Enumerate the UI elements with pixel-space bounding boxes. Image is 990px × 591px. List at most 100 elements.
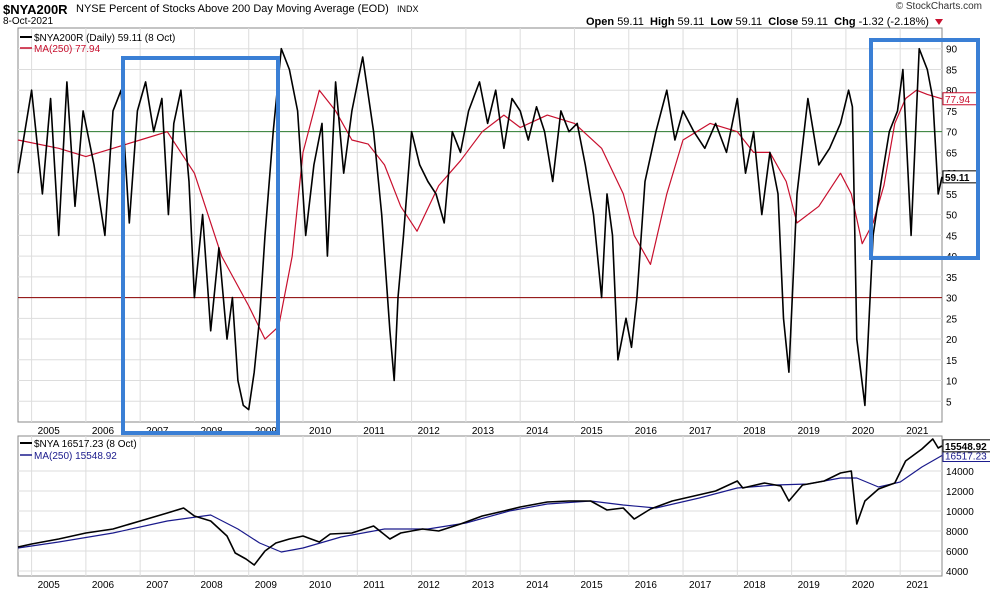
x-tick-label: 2005	[38, 426, 61, 437]
y-tick-label: 8000	[946, 527, 969, 538]
x-tick-label: 2013	[472, 426, 495, 437]
x-tick-label: 2007	[146, 426, 169, 437]
y-tick-label: 50	[946, 211, 958, 222]
legend-nya-ma-label: MA(250) 15548.92	[34, 451, 117, 462]
y-tick-label: 60	[946, 169, 958, 180]
x-tick-label: 2017	[689, 580, 712, 591]
y-tick-label: 40	[946, 252, 958, 263]
x-tick-label: 2010	[309, 426, 332, 437]
y-tick-label: 6000	[946, 547, 969, 558]
y-tick-label: 75	[946, 107, 958, 118]
low-value: 59.11	[735, 16, 763, 28]
panel-frame	[17, 435, 943, 577]
y-tick-label: 65	[946, 148, 958, 159]
bottom-panel: 4000 6000 8000 10000 12000 14000 2005 2006 2007 2…	[17, 435, 990, 591]
series-line-ma	[17, 89, 943, 340]
legend-ma-label: MA(250) 77.94	[34, 44, 101, 55]
y-tick-label: 10000	[946, 507, 974, 518]
x-tick-label: 2018	[743, 426, 766, 437]
x-tick-label: 2013	[472, 580, 495, 591]
y-tick-label: 14000	[946, 467, 974, 478]
high-label: High	[650, 16, 675, 28]
stockcharts-logo[interactable]: © StockCharts.com	[895, 1, 982, 12]
x-tick-label: 2014	[526, 580, 549, 591]
x-tick-label: 2012	[418, 426, 441, 437]
y-tick-label: 12000	[946, 487, 974, 498]
close-label: Close	[768, 16, 799, 28]
top-legend: $NYA200R (Daily) 59.11 (8 Oct) MA(250) 7…	[20, 33, 175, 55]
x-tick-label: 2005	[38, 580, 61, 591]
last-value-text: 59.11	[945, 173, 970, 184]
x-tick-label: 2010	[309, 580, 332, 591]
low-label: Low	[710, 16, 733, 28]
y-tick-label: 80	[946, 86, 958, 97]
chg-value: -1.32 (-2.18%)	[858, 16, 929, 28]
x-tick-label: 2014	[526, 426, 549, 437]
x-tick-label: 2009	[255, 580, 278, 591]
legend-nya-label: $NYA 16517.23 (8 Oct)	[34, 439, 137, 450]
x-tick-label: 2019	[798, 580, 821, 591]
y-tick-label: 45	[946, 231, 958, 242]
chg-label: Chg	[834, 16, 856, 28]
open-value: 59.11	[617, 16, 644, 28]
y-tick-label: 30	[946, 294, 958, 305]
x-tick-label: 2016	[635, 426, 658, 437]
chart-date: 8-Oct-2021	[3, 16, 54, 27]
x-tick-label: 2018	[743, 580, 766, 591]
last-value-tag	[942, 439, 990, 453]
close-value: 59.11	[801, 16, 829, 28]
x-tick-label: 2020	[852, 580, 875, 591]
x-tick-label: 2006	[92, 580, 115, 591]
y-tick-label: 15	[946, 356, 958, 367]
high-value: 59.11	[677, 16, 705, 28]
x-tick-label: 2015	[580, 580, 603, 591]
x-tick-label: 2016	[635, 580, 658, 591]
y-tick-label: 70	[946, 128, 958, 139]
y-tick-label: 5	[946, 397, 952, 408]
quote-bar: Open 59.11 High 59.11 Low 59.11 Close 59…	[586, 16, 943, 28]
series-line-ma	[17, 454, 943, 553]
x-tick-label: 2011	[363, 426, 385, 437]
open-label: Open	[586, 16, 615, 28]
y-tick-label: 55	[946, 190, 958, 201]
x-tick-label: 2021	[906, 580, 929, 591]
y-tick-label: 20	[946, 335, 958, 346]
last-value-tag	[942, 170, 979, 184]
y-tick-label: 35	[946, 273, 958, 284]
bottom-legend: $NYA 16517.23 (8 Oct) MA(250) 15548.92	[20, 439, 137, 462]
series-line-main	[17, 47, 943, 411]
exchange-label: INDX	[397, 4, 419, 14]
y-tick-label: 4000	[946, 567, 969, 578]
x-tick-label: 2015	[580, 426, 603, 437]
x-tick-label: 2006	[92, 426, 115, 437]
last-value-text: 16517.23	[945, 452, 987, 463]
chart-description: NYSE Percent of Stocks Above 200 Day Mov…	[76, 3, 389, 15]
last-value-tag	[942, 449, 990, 463]
x-tick-label: 2011	[363, 580, 385, 591]
chart-header: $NYA200R NYSE Percent of Stocks Above 20…	[0, 0, 990, 36]
y-tick-label: 90	[946, 45, 958, 56]
x-tick-label: 2020	[852, 426, 875, 437]
series-line-main	[17, 438, 943, 566]
last-value-tag	[942, 92, 979, 106]
panel-frame	[17, 27, 943, 423]
annotation-box-2021	[869, 38, 980, 260]
y-tick-label: 25	[946, 314, 958, 325]
x-tick-label: 2008	[200, 426, 223, 437]
down-arrow-icon	[935, 19, 943, 26]
top-panel: 5 10 15 20 25 30 35 40 45 50 55 60 65 70 75 80 85 90 2005 2…	[17, 27, 980, 437]
annotation-box-2008	[121, 56, 280, 435]
x-tick-label: 2008	[200, 580, 223, 591]
x-tick-label: 2021	[906, 426, 929, 437]
symbol-title: $NYA200R	[3, 2, 68, 17]
last-value-text: 15548.92	[945, 442, 987, 453]
y-tick-label: 10	[946, 377, 958, 388]
x-tick-label: 2019	[798, 426, 821, 437]
x-tick-label: 2009	[255, 426, 278, 437]
x-tick-label: 2017	[689, 426, 712, 437]
x-tick-label: 2007	[146, 580, 169, 591]
y-tick-label: 85	[946, 65, 958, 76]
last-value-text: 77.94	[945, 95, 970, 106]
x-tick-label: 2012	[418, 580, 441, 591]
